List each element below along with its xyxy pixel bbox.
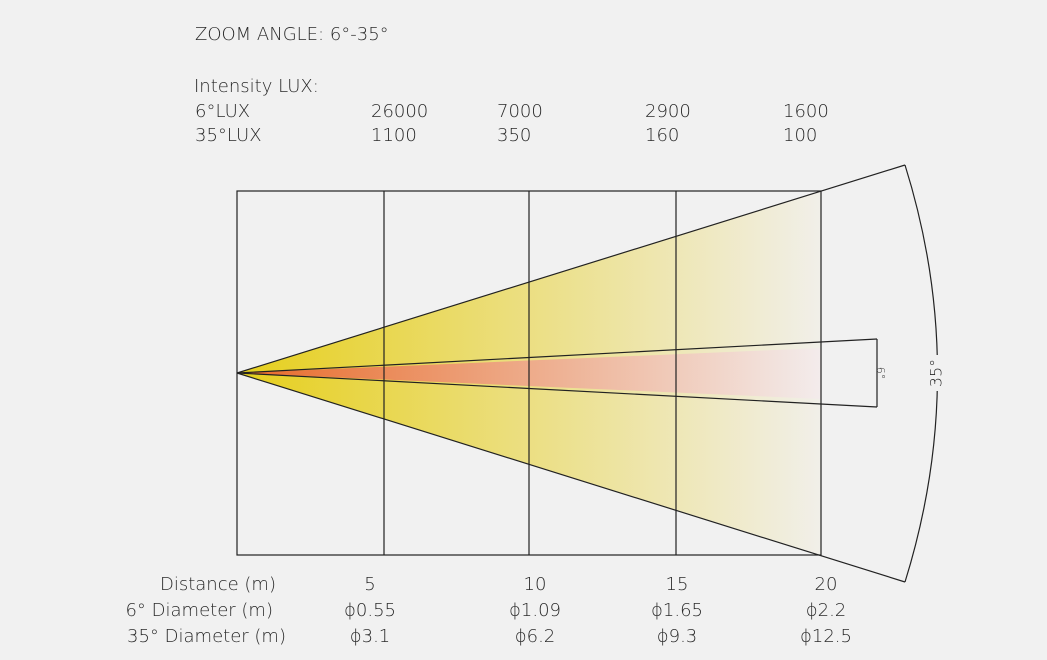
row-label: 35° Diameter (m) [127,626,286,647]
lux-value: 26000 [371,101,428,122]
table-value: 15 [666,574,689,595]
lux-value: 1100 [371,125,417,146]
narrow-beam-edge [236,372,878,408]
lux-value: 7000 [497,101,543,122]
table-value: 10 [524,574,547,595]
lux-value: 160 [645,125,679,146]
lux-value: 100 [783,125,817,146]
table-value: ϕ2.2 [806,600,847,621]
narrow-angle-label: 6° [874,367,887,380]
table-value: ϕ6.2 [515,626,556,647]
wide-beam-edge [236,164,906,374]
wide-angle-label: 35° [927,359,946,387]
table-value: ϕ3.1 [350,626,391,647]
wide-beam-edge [236,372,906,583]
intensity-title: Intensity LUX: [194,76,319,97]
table-value: ϕ9.3 [657,626,698,647]
title: ZOOM ANGLE: 6°-35° [195,24,389,45]
tables: 6°LUX 26000 7000 2900 1600 35°LUX 1100 350 160 10… [125,101,851,647]
table-value: 20 [815,574,838,595]
lux-value: 350 [497,125,531,146]
lux-value: 2900 [645,101,691,122]
table-value: 5 [364,574,375,595]
row-label: 6°LUX [195,101,250,122]
row-label: Distance (m) [160,574,276,595]
row-label: 6° Diameter (m) [125,600,273,621]
row-label: 35°LUX [195,125,262,146]
lux-value: 1600 [783,101,829,122]
table-value: ϕ1.09 [509,600,561,621]
label-bg [928,355,946,391]
narrow-beam-edge [236,338,878,374]
table-value: ϕ12.5 [800,626,852,647]
table-value: ϕ1.65 [651,600,703,621]
table-value: ϕ0.55 [344,600,396,621]
